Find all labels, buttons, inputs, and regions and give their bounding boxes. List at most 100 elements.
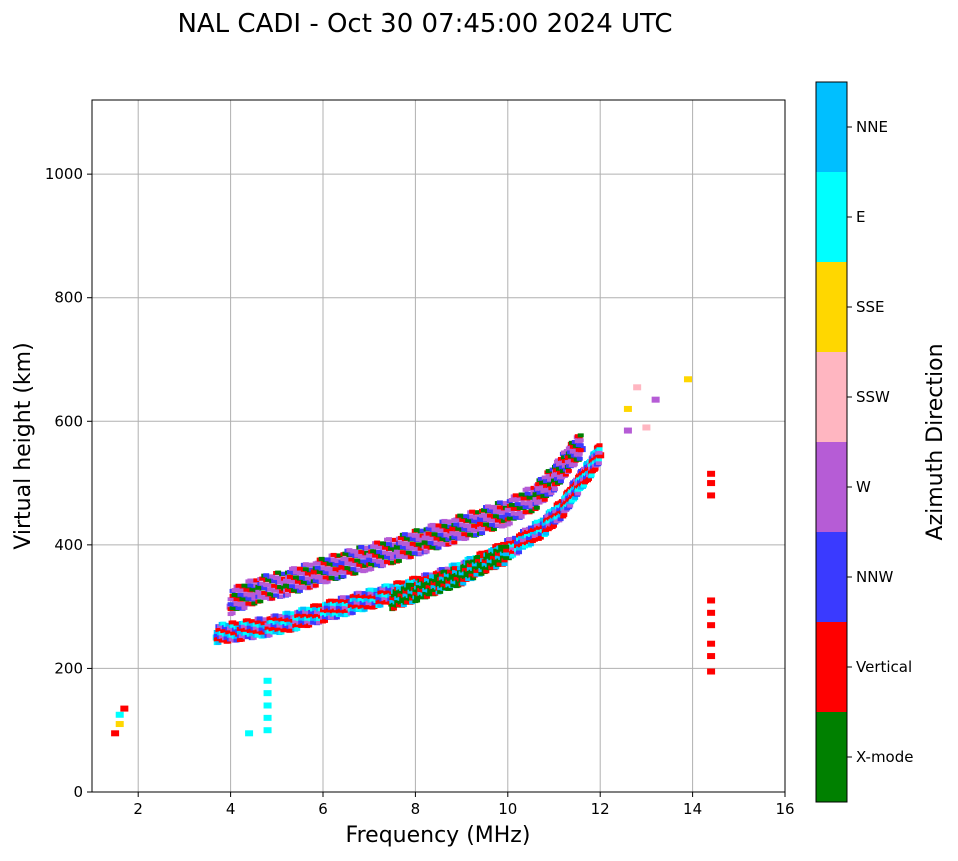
echo-pixel (430, 581, 437, 586)
echo-pixel (321, 615, 328, 620)
echo-pixel (488, 565, 495, 570)
echo-pixel (494, 543, 501, 548)
y-tick-label: 200 (54, 659, 83, 677)
echo-pixel (314, 610, 321, 615)
echo-pixel (339, 598, 346, 603)
echo-pixel (498, 548, 505, 553)
echo-point (707, 622, 716, 629)
echo-pixel (332, 562, 339, 567)
echo-pixel (281, 571, 288, 576)
echo-pixel (420, 581, 427, 586)
echo-pixel (383, 600, 390, 605)
echo-pixel (320, 566, 327, 571)
echo-pixel (225, 622, 232, 627)
echo-pixel (401, 554, 408, 559)
echo-pixel (432, 591, 439, 596)
echo-pixel (220, 638, 227, 643)
echo-pixel (478, 568, 485, 573)
echo-pixel (417, 551, 424, 556)
echo-pixel (475, 510, 482, 515)
echo-pixel (369, 594, 376, 599)
echo-pixel (494, 555, 501, 560)
echo-pixel (357, 597, 364, 602)
echo-pixel (265, 582, 272, 587)
echo-pixel (531, 534, 538, 539)
echo-pixel (353, 604, 360, 609)
echo-pixel (392, 589, 399, 594)
echo-pixel (539, 517, 546, 522)
echo-point (263, 727, 272, 734)
echo-pixel (453, 522, 460, 527)
echo-pixel (500, 541, 507, 546)
colorbar-label-item: E (856, 208, 865, 226)
echo-pixel (350, 561, 357, 566)
echo-pixel (498, 514, 505, 519)
echo-pixel (346, 570, 353, 575)
echo-pixel (478, 550, 485, 555)
echo-pixel (557, 517, 564, 522)
echo-pixel (471, 523, 478, 528)
echo-pixel (417, 591, 424, 596)
echo-pixel (285, 587, 292, 592)
echo-pixel (425, 526, 432, 531)
echo-pixel (494, 551, 501, 556)
echo-pixel (231, 588, 238, 593)
echo-pixel (288, 584, 295, 589)
echo-pixel (438, 567, 445, 572)
echo-pixel (290, 611, 297, 616)
echo-pixel (417, 575, 424, 580)
echo-pixel (468, 573, 475, 578)
echo-pixel (384, 554, 391, 559)
echo-pixel (526, 495, 533, 500)
echo-pixel (423, 549, 430, 554)
echo-pixel (510, 553, 517, 558)
x-axis-ticks: 2 4 6 8 10 12 14 16 (133, 792, 795, 818)
echo-pixel (314, 560, 321, 565)
echo-pixel (272, 613, 279, 618)
echo-pixel (442, 569, 449, 574)
echo-pixel (460, 581, 467, 586)
echo-pixel (302, 613, 309, 618)
echo-pixel (266, 629, 273, 634)
echo-pixel (466, 563, 473, 568)
echo-pixel (239, 596, 246, 601)
echo-point (111, 730, 120, 737)
echo-pixel (298, 575, 305, 580)
echo-pixel (286, 621, 293, 626)
echo-pixel (236, 630, 243, 635)
echo-pixel (411, 546, 418, 551)
echo-pixel (533, 519, 540, 524)
echo-pixel (493, 548, 500, 553)
echo-pixel (449, 526, 456, 531)
echo-pixel (486, 558, 493, 563)
echo-pixel (361, 591, 368, 596)
echo-pixel (402, 593, 409, 598)
echo-pixel (285, 592, 292, 597)
echo-pixel (407, 532, 414, 537)
echo-pixel (425, 584, 432, 589)
echo-pixel (280, 620, 287, 625)
echo-pixel (565, 468, 572, 473)
echo-pixel (516, 550, 523, 555)
echo-pixel (448, 572, 455, 577)
echo-pixel (253, 578, 260, 583)
echo-pixel (310, 569, 317, 574)
y-tick-label: 1000 (45, 165, 83, 183)
echo-pixel (409, 536, 416, 541)
echo-pixel (537, 531, 544, 536)
echo-pixel (417, 587, 424, 592)
echo-pixel (476, 561, 483, 566)
echo-pixel (360, 559, 367, 564)
echo-pixel (227, 602, 234, 607)
echo-pixel (499, 555, 506, 560)
echo-pixel (330, 552, 337, 557)
echo-pixel (294, 623, 301, 628)
echo-pixel (271, 583, 278, 588)
echo-pixel (365, 601, 372, 606)
echo-pixel (328, 570, 335, 575)
echo-pixel (371, 601, 378, 606)
echo-pixel (300, 585, 307, 590)
echo-pixel (304, 620, 311, 625)
echo-pixel (384, 559, 391, 564)
echo-pixel (365, 604, 372, 609)
